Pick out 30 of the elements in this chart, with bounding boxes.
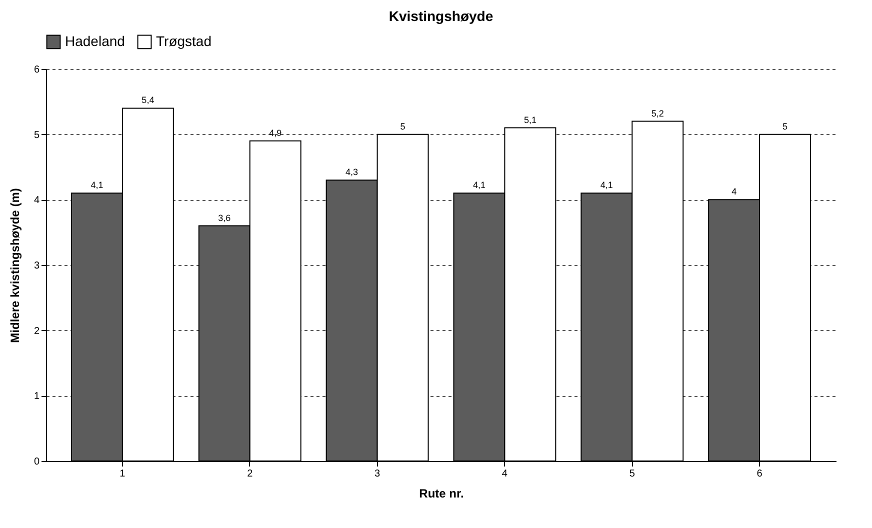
y-tick-label: 0 xyxy=(34,456,40,468)
legend-label: Hadeland xyxy=(65,32,125,49)
x-tick-label: 4 xyxy=(502,468,508,480)
x-tick-label: 3 xyxy=(374,468,381,480)
x-tick-label: 5 xyxy=(629,468,636,480)
data-label: 5 xyxy=(400,121,406,132)
data-label: 5,4 xyxy=(142,95,154,106)
data-label: 4,1 xyxy=(472,180,486,190)
legend-label: Trøgstad xyxy=(156,32,212,49)
data-label: 4,9 xyxy=(269,128,282,138)
data-label: 4,1 xyxy=(90,180,104,190)
data-label: 5,2 xyxy=(651,108,664,118)
x-tick-label: 2 xyxy=(247,468,254,480)
y-tick-label: 4 xyxy=(34,195,40,206)
y-tick-label: 6 xyxy=(34,64,40,76)
x-axis-title: Rute nr. xyxy=(419,486,464,500)
y-axis-title: Midlere kvistingshøyde (m) xyxy=(8,188,22,343)
data-label: 4,1 xyxy=(600,180,613,190)
x-tick-label: 1 xyxy=(120,468,126,480)
y-tick-label: 2 xyxy=(34,326,40,337)
data-label: 4 xyxy=(732,186,737,197)
data-label: 5,1 xyxy=(524,114,536,125)
y-tick-label: 1 xyxy=(34,391,40,402)
y-tick-label: 3 xyxy=(34,260,40,272)
chart-title: Kvistingshøyde xyxy=(388,8,494,24)
y-tick-label: 5 xyxy=(34,130,40,141)
data-label: 3,6 xyxy=(218,212,231,223)
x-tick-label: 6 xyxy=(756,468,763,480)
data-label: 5 xyxy=(782,121,788,132)
data-label: 4,3 xyxy=(346,167,358,178)
